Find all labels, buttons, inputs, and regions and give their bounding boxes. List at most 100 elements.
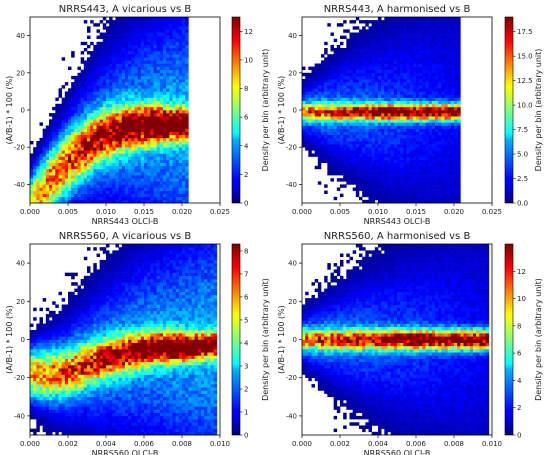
density-cell [435,66,439,70]
density-cell [419,199,423,204]
density-cell [163,72,167,77]
density-cell [153,165,157,170]
density-cell [58,193,62,198]
density-cell [447,156,452,160]
density-cell [159,26,164,30]
density-cell [106,103,110,108]
density-cell [156,187,161,191]
density-cell [71,168,75,173]
density-cell [311,125,315,129]
density-cell [444,106,448,111]
density-cell [99,187,104,191]
density-cell [68,196,72,201]
density-cell [185,190,189,194]
density-cell [33,162,37,167]
density-cell [346,159,350,163]
density-cell [390,54,395,58]
density-cell [121,199,126,204]
density-cell [400,181,404,185]
density-cell [169,131,173,136]
density-cell [412,134,417,139]
density-cell [368,26,372,30]
density-cell [172,82,176,86]
density-cell [371,51,376,55]
density-cell [36,141,40,145]
density-cell [340,94,344,98]
density-cell [178,88,183,92]
density-cell [444,137,448,142]
density-cell [400,153,404,157]
density-cell [156,159,161,163]
density-cell [355,153,360,157]
density-cell [419,128,423,132]
y-tick-label: 0 [21,107,25,115]
density-cell [387,29,391,33]
density-cell [390,110,395,114]
density-cell [416,162,420,167]
density-cell [153,35,157,39]
density-cell [109,156,113,160]
density-cell [441,141,445,145]
density-cell [397,110,401,114]
density-cell [333,66,338,70]
density-cell [99,196,104,201]
density-cell [55,187,59,191]
density-cell [412,69,417,74]
density-cell [438,38,442,43]
density-cell [112,54,116,58]
density-cell [368,184,372,188]
density-cell [45,141,50,145]
density-cell [90,119,94,123]
density-cell [374,57,379,61]
density-cell [397,150,401,154]
density-cell [447,75,452,80]
density-cell [390,48,395,52]
density-cell [428,134,433,139]
density-cell [64,147,69,151]
density-cell [163,85,167,89]
density-cell [153,57,157,61]
density-cell [441,54,445,58]
density-cell [447,147,452,151]
density-cell [321,113,325,117]
density-cell [371,54,376,58]
density-cell [406,69,410,74]
density-cell [336,141,341,145]
density-cell [109,66,113,70]
density-cell [182,181,186,185]
density-cell [178,60,183,64]
density-cell [435,172,439,176]
density-cell [134,72,138,77]
density-cell [352,48,357,52]
density-cell [441,97,445,101]
density-cell [169,187,173,191]
density-cell [83,113,88,117]
density-cell [121,63,126,67]
density-cell [118,23,123,27]
density-cell [438,66,442,70]
density-cell [384,44,388,49]
density-cell [68,116,72,120]
density-cell [178,75,183,80]
density-cell [172,88,176,92]
density-cell [314,137,319,142]
density-cell [125,119,129,123]
density-cell [416,199,420,204]
density-cell [134,150,138,154]
density-cell [106,72,110,77]
density-cell [169,35,173,39]
density-cell [359,35,363,39]
density-cell [352,137,357,142]
density-cell [147,41,151,46]
density-cell [39,181,43,185]
density-cell [450,178,455,182]
density-cell [71,141,75,145]
density-cell [330,103,334,108]
density-cell [419,66,423,70]
density-cell [144,23,148,27]
density-cell [352,119,357,123]
density-cell [115,54,119,58]
density-cell [33,181,37,185]
density-cell [438,110,442,114]
density-cell [419,63,423,67]
